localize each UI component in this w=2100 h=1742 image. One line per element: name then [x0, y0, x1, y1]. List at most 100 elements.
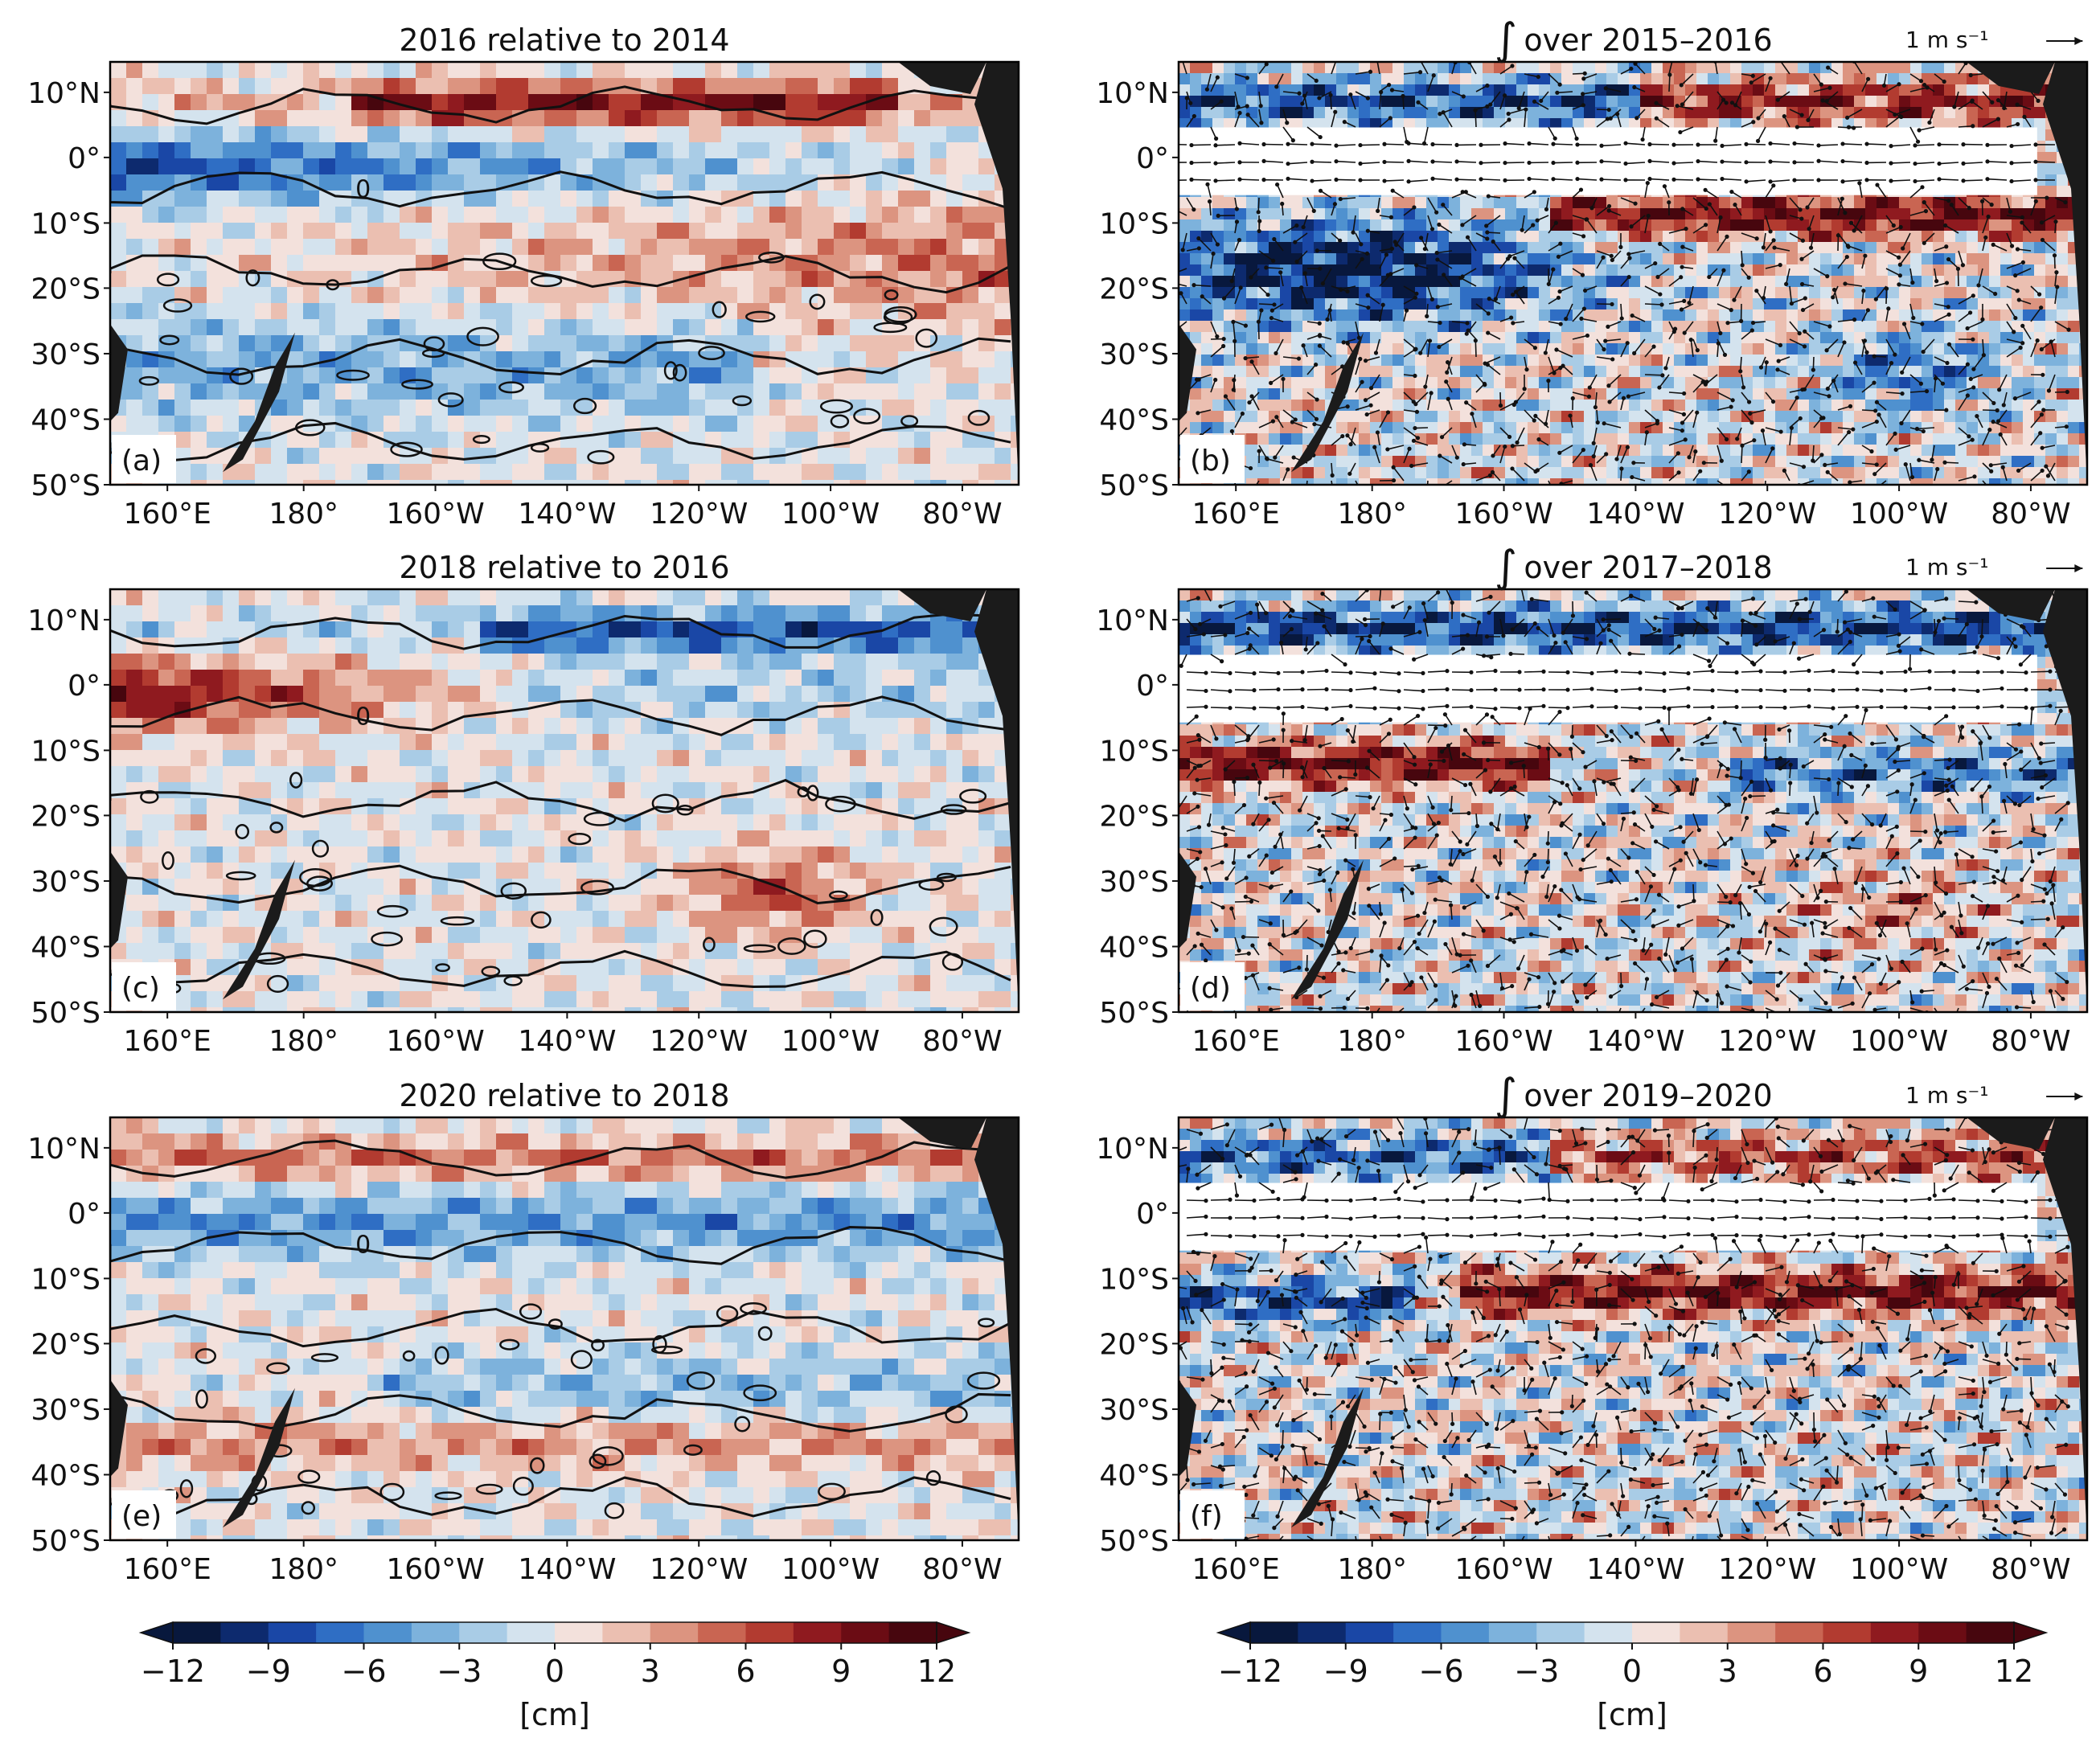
- field-cell: [641, 287, 658, 304]
- field-cell: [239, 110, 256, 127]
- field-cell: [609, 432, 625, 449]
- field-cell: [2045, 208, 2057, 220]
- field-cell: [319, 351, 336, 368]
- field-cell: [1460, 433, 1472, 445]
- field-cell: [1561, 73, 1573, 85]
- field-cell: [576, 191, 593, 207]
- field-cell: [641, 319, 658, 336]
- field-cell: [1539, 197, 1551, 209]
- field-cell: [593, 432, 609, 449]
- field-cell: [625, 303, 642, 320]
- field-cell: [126, 319, 143, 336]
- field-cell: [1899, 231, 1911, 243]
- field-cell: [1224, 264, 1236, 277]
- field-cell: [1696, 73, 1708, 85]
- field-cell: [1888, 287, 1900, 299]
- field-cell: [335, 400, 352, 416]
- field-cell: [528, 416, 545, 432]
- field-cell: [866, 335, 883, 352]
- field-cell: [1764, 253, 1776, 265]
- field-cell: [1674, 343, 1686, 355]
- field-cell: [866, 78, 883, 95]
- field-cell: [1505, 388, 1517, 400]
- field-cell: [142, 239, 159, 256]
- field-cell: [1190, 287, 1202, 299]
- field-cell: [1674, 208, 1686, 220]
- field-cell: [1471, 366, 1483, 378]
- field-cell: [400, 110, 416, 127]
- field-cell: [1505, 231, 1517, 243]
- field-cell: [1955, 309, 1967, 322]
- field-cell: [802, 383, 818, 400]
- field-cell: [1831, 388, 1844, 400]
- field-cell: [625, 110, 642, 127]
- field-cell: [1786, 208, 1799, 220]
- field-cell: [1651, 73, 1663, 85]
- field-cell: [1674, 118, 1686, 130]
- field-cell: [834, 78, 851, 95]
- contour-ring: [758, 252, 785, 264]
- field-cell: [1685, 62, 1697, 74]
- arrow-head: [1680, 102, 1684, 107]
- field-cell: [802, 158, 818, 175]
- arrow-head: [1942, 79, 1946, 84]
- field-cell: [1955, 332, 1967, 344]
- field-cell: [1415, 388, 1427, 400]
- field-cell: [1494, 343, 1506, 355]
- field-cell: [946, 400, 963, 416]
- field-cell: [1651, 197, 1663, 209]
- arrow-head: [1214, 136, 1219, 141]
- field-cell: [1392, 366, 1405, 378]
- field-cell: [576, 448, 593, 465]
- field-cell: [2034, 422, 2046, 434]
- field-cell: [1392, 62, 1405, 74]
- field-cell: [271, 110, 288, 127]
- field-cell: [1190, 84, 1202, 96]
- field-cell: [1843, 433, 1855, 445]
- field-cell: [1280, 253, 1292, 265]
- field-cell: [1449, 287, 1461, 299]
- field-cell: [255, 126, 272, 143]
- field-cell: [1595, 456, 1607, 468]
- field-cell: [769, 239, 786, 256]
- field-cell: [1831, 422, 1844, 434]
- field-cell: [512, 383, 529, 400]
- field-cell: [1651, 219, 1663, 232]
- field-cell: [1370, 231, 1382, 243]
- field-cell: [1381, 377, 1393, 389]
- field-cell: [737, 142, 754, 159]
- field-cell: [850, 287, 867, 304]
- field-cell: [255, 158, 272, 175]
- field-cell: [2057, 174, 2069, 186]
- field-cell: [1955, 343, 1967, 355]
- field-cell: [1955, 107, 1967, 119]
- arrow-head: [1581, 92, 1585, 96]
- field-cell: [1370, 242, 1382, 254]
- field-cell: [351, 480, 368, 485]
- arrow-head: [2015, 102, 2020, 107]
- field-cell: [1257, 355, 1269, 367]
- field-cell: [1460, 411, 1472, 423]
- field-cell: [239, 239, 256, 256]
- field-cell: [1179, 107, 1191, 119]
- field-cell: [1212, 107, 1224, 119]
- field-cell: [400, 480, 416, 485]
- field-cell: [898, 239, 915, 256]
- field-cell: [191, 207, 207, 223]
- field-cell: [2068, 377, 2080, 389]
- field-cell: [1764, 118, 1776, 130]
- field-cell: [1212, 253, 1224, 265]
- field-cell: [1483, 388, 1495, 400]
- field-cell: [1933, 73, 1945, 85]
- field-cell: [641, 142, 658, 159]
- field-cell: [1933, 343, 1945, 355]
- field-cell: [239, 319, 256, 336]
- field-cell: [1190, 118, 1202, 130]
- field-cell: [753, 464, 770, 481]
- field-cell: [1302, 332, 1315, 344]
- zero-contour: [110, 254, 1011, 294]
- field-cell: [239, 191, 256, 207]
- field-cell: [1696, 276, 1708, 288]
- field-cell: [1899, 400, 1911, 412]
- field-cell: [1876, 264, 1889, 277]
